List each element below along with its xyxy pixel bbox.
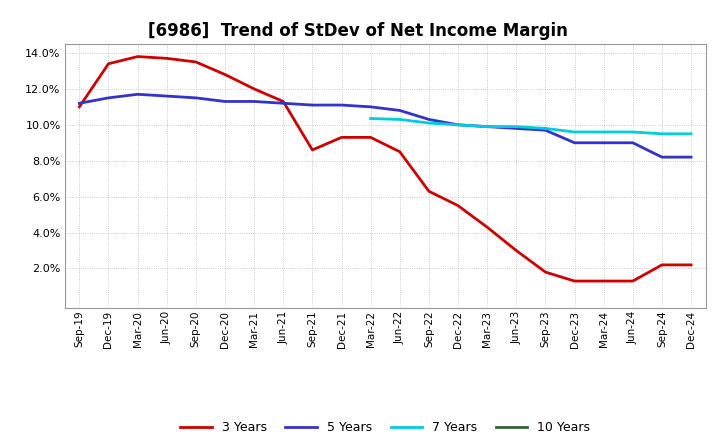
Text: [6986]  Trend of StDev of Net Income Margin: [6986] Trend of StDev of Net Income Marg…: [148, 22, 568, 40]
Legend: 3 Years, 5 Years, 7 Years, 10 Years: 3 Years, 5 Years, 7 Years, 10 Years: [176, 416, 595, 439]
